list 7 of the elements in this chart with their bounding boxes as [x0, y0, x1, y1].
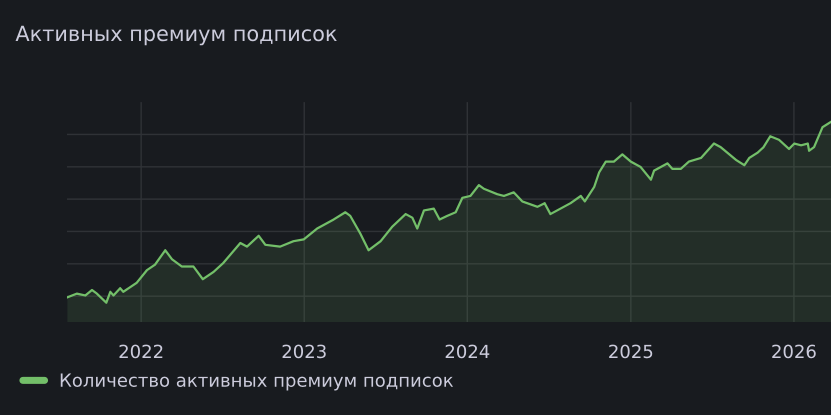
x-tick-label: 2026 — [772, 344, 816, 358]
chart-title: Активных премиум подписок — [16, 26, 337, 46]
x-tick-label: 2022 — [119, 344, 162, 358]
x-tick-label: 2025 — [609, 344, 652, 358]
legend-label: Количество активных премиум подписок — [60, 374, 454, 390]
x-tick-label: 2024 — [446, 344, 490, 358]
x-tick-label: 2023 — [282, 344, 326, 358]
